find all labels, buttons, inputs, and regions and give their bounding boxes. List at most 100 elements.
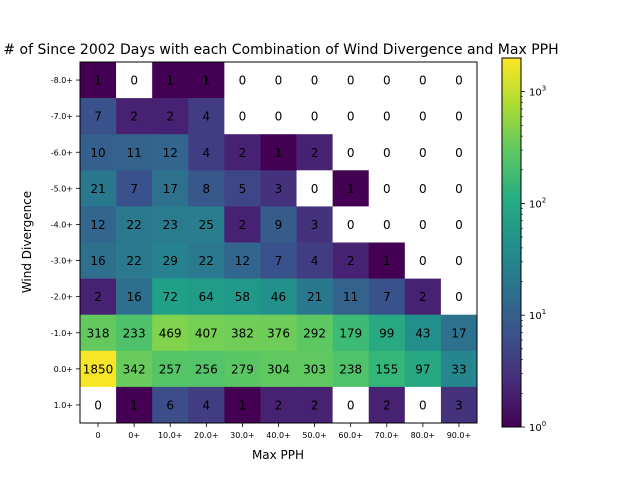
y-tick-label: -1.0+ (51, 329, 73, 338)
cell-value-label: 1 (275, 146, 283, 160)
heatmap-cell (296, 98, 333, 135)
y-tick-label: -7.0+ (51, 112, 73, 121)
heatmap-cell (224, 242, 261, 279)
cell-value-label: 304 (267, 362, 290, 376)
cell-value-label: 0 (455, 254, 463, 268)
cell-value-label: 23 (163, 218, 178, 232)
cell-value-label: 58 (235, 290, 250, 304)
cell-value-label: 233 (123, 326, 146, 340)
heatmap-cell (332, 350, 370, 388)
heatmap-cell (440, 314, 478, 352)
cell-value-label: 22 (126, 254, 141, 268)
cell-value-label: 21 (307, 290, 322, 304)
cell-value-label: 7 (94, 110, 102, 124)
heatmap-cell (116, 242, 153, 279)
heatmap-cell (152, 134, 189, 171)
heatmap-cell (332, 278, 370, 315)
heatmap-cell (188, 278, 225, 315)
heatmap-cell (260, 134, 297, 171)
heatmap-cell (188, 98, 225, 135)
cell-value-label: 382 (231, 326, 254, 340)
y-tick-label: 1.0+ (54, 401, 73, 410)
heatmap-cell (224, 170, 261, 207)
cell-value-label: 342 (123, 362, 146, 376)
cell-value-label: 0 (239, 110, 247, 124)
colorbar (501, 57, 522, 428)
cell-value-label: 25 (199, 218, 214, 232)
heatmap-cell (404, 206, 442, 243)
heatmap-cell (116, 314, 153, 352)
cell-value-label: 4 (202, 398, 210, 412)
cell-value-label: 0 (455, 74, 463, 88)
cell-value-label: 469 (159, 326, 182, 340)
cell-value-label: 0 (383, 74, 391, 88)
cell-value-label: 22 (199, 254, 214, 268)
heatmap-cell (296, 206, 333, 243)
heatmap-cell (404, 134, 442, 171)
heatmap-cell (296, 314, 333, 352)
cell-value-label: 0 (419, 254, 427, 268)
cell-value-label: 0 (419, 398, 427, 412)
heatmap-cell (440, 62, 478, 99)
colorbar-ticks: 100 101 102 103 (521, 85, 546, 434)
cell-value-label: 12 (90, 218, 105, 232)
heatmap-cell (368, 134, 406, 171)
heatmap-cell (80, 98, 117, 135)
heatmap-cell (188, 386, 225, 424)
heatmap-cell (296, 350, 333, 388)
cell-value-label: 4 (311, 254, 319, 268)
heatmap-cell-labels: 1 0 1 1 0 0 0 0 0 0 07 2 2 4 0 0 0 0 0 0 010 11 12 4 2 1 2 0 0 0 021 7 1… (83, 74, 467, 413)
cell-value-label: 12 (235, 254, 250, 268)
y-tick-label: -2.0+ (51, 293, 73, 302)
cell-value-label: 0 (419, 182, 427, 196)
cell-value-label: 0 (455, 218, 463, 232)
cell-value-label: 3 (311, 218, 319, 232)
heatmap-cell (440, 206, 478, 243)
cell-value-label: 256 (195, 362, 218, 376)
cell-value-label: 72 (163, 290, 178, 304)
cell-value-label: 0 (347, 398, 355, 412)
cell-value-label: 2 (275, 398, 283, 412)
x-tick-label: 90.0+ (447, 431, 472, 440)
x-tick-label: 40.0+ (266, 431, 291, 440)
heatmap-cell (224, 98, 261, 135)
heatmap-cell (440, 134, 478, 171)
heatmap-cell (116, 170, 153, 207)
y-tick-label: -6.0+ (51, 148, 73, 157)
heatmap-cell (440, 98, 478, 135)
cell-value-label: 1 (202, 74, 210, 88)
cell-value-label: 5 (239, 182, 247, 196)
cell-value-label: 3 (275, 182, 283, 196)
cell-value-label: 17 (451, 326, 466, 340)
heatmap-cell (80, 350, 117, 388)
heatmap-cell (80, 134, 117, 171)
cell-value-label: 0 (311, 74, 319, 88)
cell-value-label: 257 (159, 362, 182, 376)
heatmap-cell (368, 62, 406, 99)
heatmap-cell (188, 206, 225, 243)
heatmap-cell (296, 62, 333, 99)
cell-value-label: 1 (239, 398, 247, 412)
heatmap-cell (116, 350, 153, 388)
heatmap-cell (368, 386, 406, 424)
cell-value-label: 64 (199, 290, 214, 304)
cell-value-label: 0 (455, 146, 463, 160)
heatmap-cell (80, 62, 117, 99)
x-axis-ticks: 0 0+ 10.0+ 20.0+ 30.0+ 40.0+ 50.0+ 60.0+ 70.0+ 80… (95, 423, 471, 440)
heatmap-cell (404, 386, 442, 424)
cell-value-label: 11 (126, 146, 141, 160)
heatmap-cell (188, 134, 225, 171)
heatmap-cell (332, 62, 370, 99)
heatmap-cell (260, 386, 297, 424)
heatmap-cell (260, 278, 297, 315)
cell-value-label: 33 (451, 362, 466, 376)
heatmap-cell (368, 98, 406, 135)
x-tick-label: 80.0+ (411, 431, 436, 440)
cell-value-label: 0 (347, 110, 355, 124)
heatmap-cell (332, 314, 370, 352)
heatmap-cell (152, 62, 189, 99)
heatmap-cell (152, 386, 189, 424)
colorbar-tick-label: 102 (529, 196, 546, 210)
cell-value-label: 2 (130, 110, 138, 124)
chart-title: # of Since 2002 Days with each Combinati… (3, 42, 558, 58)
